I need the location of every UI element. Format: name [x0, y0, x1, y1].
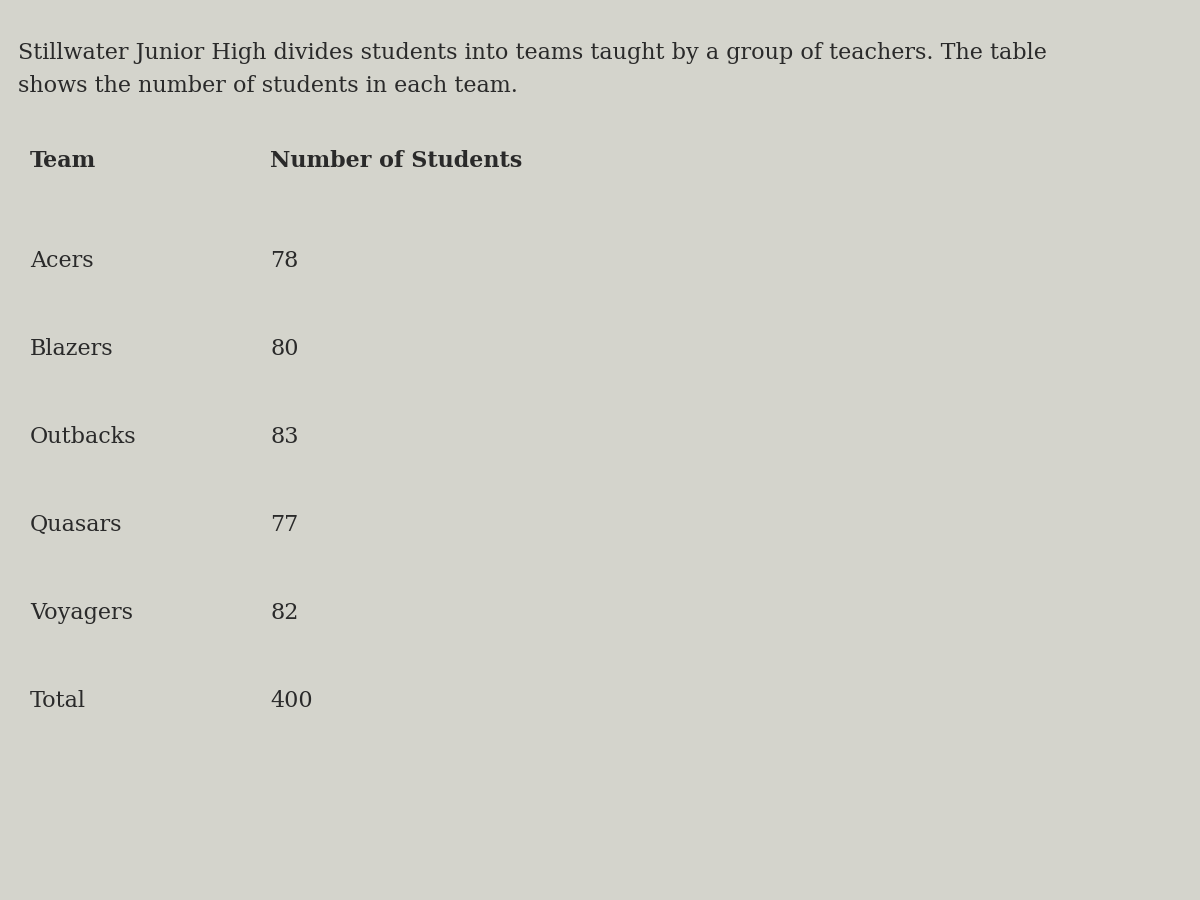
Text: 77: 77 [270, 514, 299, 536]
Text: Voyagers: Voyagers [30, 602, 133, 624]
Text: Acers: Acers [30, 250, 94, 272]
Text: 83: 83 [270, 426, 299, 448]
Text: shows the number of students in each team.: shows the number of students in each tea… [18, 75, 518, 97]
Text: 80: 80 [270, 338, 299, 360]
Text: 78: 78 [270, 250, 299, 272]
Text: Number of Students: Number of Students [270, 150, 522, 172]
Text: Total: Total [30, 690, 86, 712]
Text: Team: Team [30, 150, 96, 172]
Text: Blazers: Blazers [30, 338, 114, 360]
Text: Quasars: Quasars [30, 514, 122, 536]
Text: Outbacks: Outbacks [30, 426, 137, 448]
Text: 400: 400 [270, 690, 313, 712]
Text: 82: 82 [270, 602, 299, 624]
Text: Stillwater Junior High divides students into teams taught by a group of teachers: Stillwater Junior High divides students … [18, 42, 1046, 64]
